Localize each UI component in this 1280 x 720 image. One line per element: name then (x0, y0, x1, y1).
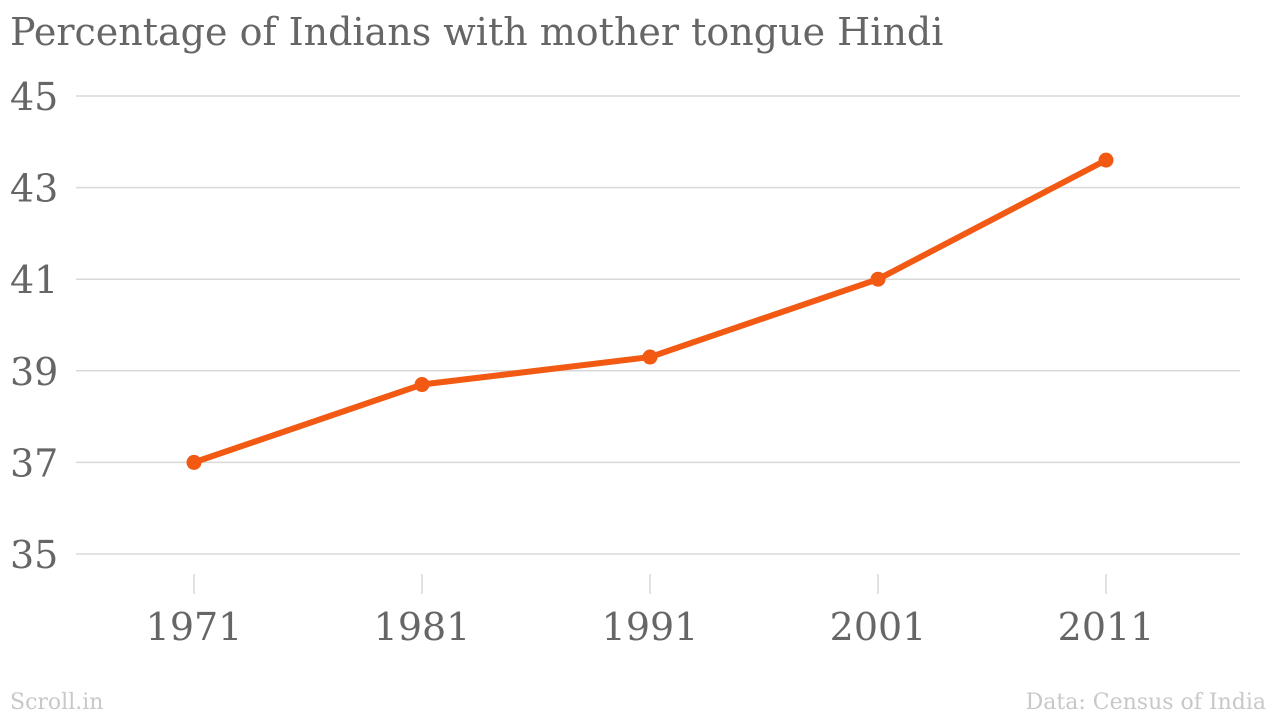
series-layer (186, 152, 1114, 470)
data-point (186, 454, 202, 470)
y-tick-label: 35 (10, 533, 58, 577)
source-right: Data: Census of India (1025, 690, 1266, 715)
data-point (642, 349, 658, 365)
x-tick-label: 1971 (146, 605, 243, 649)
x-tick-label: 2011 (1058, 605, 1155, 649)
data-point (870, 271, 886, 287)
data-point (1098, 152, 1114, 168)
x-axis-ticks: 1971 1981 1991 2001 2011 (146, 574, 1155, 649)
grid-lines (76, 95, 1240, 555)
x-tick-label: 2001 (830, 605, 927, 649)
y-tick-label: 43 (10, 167, 58, 211)
x-tick-label: 1981 (374, 605, 471, 649)
y-tick-label: 41 (10, 258, 58, 302)
y-axis-ticks: 35 37 39 41 43 45 (10, 75, 58, 577)
data-point (414, 377, 430, 393)
series-line (191, 157, 1109, 466)
y-tick-label: 39 (10, 350, 58, 394)
y-tick-label: 37 (10, 441, 58, 485)
x-tick-label: 1991 (602, 605, 699, 649)
source-left: Scroll.in (10, 690, 104, 715)
chart-title: Percentage of Indians with mother tongue… (10, 10, 944, 54)
y-tick-label: 45 (10, 75, 58, 119)
